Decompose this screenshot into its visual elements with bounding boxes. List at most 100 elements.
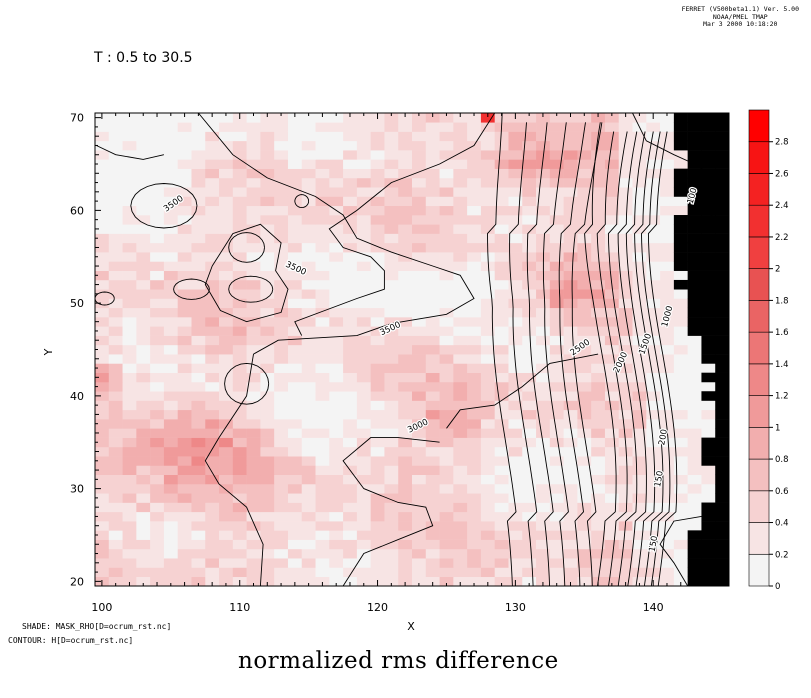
heatmap-cell [370,298,385,309]
heatmap-cell [329,483,344,494]
heatmap-cell [467,502,482,513]
heatmap-cell [453,335,468,346]
heatmap-cell [205,196,220,207]
heatmap-cell [673,474,688,485]
heatmap-cell [274,558,289,568]
heatmap-cell [604,465,620,476]
heatmap-cell [287,140,303,151]
heatmap-cell [467,279,482,290]
heatmap-cell [329,270,344,281]
heatmap-cell [384,530,399,540]
heatmap-cell [274,159,289,169]
heatmap-cell [467,242,482,253]
heatmap-cell [604,493,620,503]
heatmap-cell [95,335,110,346]
heatmap-cell [329,437,344,448]
land-cell [701,446,716,457]
heatmap-cell [191,122,206,132]
heatmap-cell [453,576,468,587]
heatmap-cell [329,521,344,531]
heatmap-cell [177,465,192,476]
heatmap-cell [660,326,675,336]
heatmap-cell [191,196,206,207]
heatmap-cell [191,456,206,466]
heatmap-cell [274,205,289,216]
heatmap-cell [191,242,206,253]
heatmap-cell [604,252,620,262]
heatmap-cell [480,224,495,234]
heatmap-cell [467,530,482,540]
heatmap-cell [632,140,647,151]
heatmap-cell [108,224,123,234]
heatmap-cell [136,391,151,401]
heatmap-cell [177,113,192,123]
heatmap-cell [219,428,234,438]
heatmap-cell [563,548,578,559]
heatmap-cell [177,576,192,587]
heatmap-cell [301,558,316,568]
heatmap-cell [301,344,316,355]
heatmap-cell [329,335,344,346]
heatmap-cell [701,363,716,373]
heatmap-cell [453,131,468,142]
heatmap-cell [301,252,316,262]
heatmap-cell [425,474,440,485]
heatmap-cell [177,335,192,346]
heatmap-cell [301,446,316,457]
colorbar-label: 1.6 [775,328,789,338]
heatmap-cell [412,576,427,587]
heatmap-cell [246,530,261,540]
heatmap-cell [646,483,661,494]
heatmap-cell [260,140,275,151]
heatmap-cell [177,196,192,207]
heatmap-cell [246,548,261,559]
heatmap-cell [480,502,495,513]
heatmap-cell [177,372,192,383]
heatmap-cell [425,196,440,207]
heatmap-cell [108,567,123,578]
heatmap-cell [508,168,523,179]
heatmap-cell [205,344,220,355]
heatmap-cell [343,391,358,401]
heatmap-cell [301,289,316,299]
contour-line [342,437,440,587]
heatmap-cell [356,400,371,411]
heatmap-cell [577,270,592,281]
heatmap-cell [508,215,523,225]
heatmap-cell [95,465,110,476]
heatmap-cell [494,335,509,346]
heatmap-cell [301,122,316,132]
heatmap-cell [136,558,151,568]
heatmap-cell [618,131,633,142]
heatmap-cell [467,307,482,318]
x-axis-label: X [407,620,415,633]
heatmap-cell [673,548,688,559]
heatmap-cell [439,381,454,392]
heatmap-cell [604,205,620,216]
land-cell [701,131,716,142]
heatmap-cell [591,307,606,318]
heatmap-cell [315,502,330,513]
heatmap-cell [329,298,344,309]
heatmap-cell [398,168,413,179]
heatmap-cell [549,372,564,383]
heatmap-cell [577,391,592,401]
colorbar-swatch [748,522,770,555]
heatmap-cell [467,177,482,188]
heatmap-cell [494,261,509,271]
heatmap-cell [646,224,661,234]
heatmap-cell [425,168,440,179]
heatmap-cell [591,270,606,281]
heatmap-cell [191,289,206,299]
heatmap-cell [439,465,454,476]
land-cell [715,344,730,355]
colorbar-swatch [748,204,770,238]
heatmap-cell [163,354,178,364]
heatmap-cell [384,474,399,485]
heatmap-cell [522,446,537,457]
land-cell [673,224,688,234]
heatmap-cell [412,530,427,540]
heatmap-cell [287,289,303,299]
heatmap-cell [177,215,192,225]
heatmap-cell [232,289,247,299]
